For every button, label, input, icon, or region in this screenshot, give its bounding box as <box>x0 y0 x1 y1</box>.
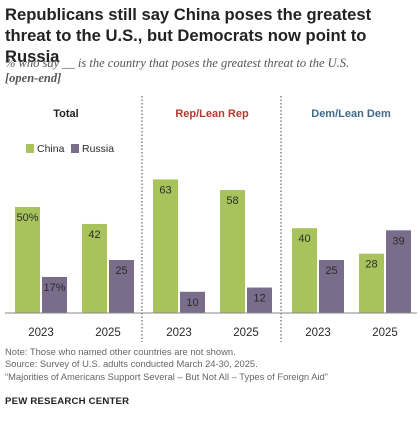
note-line: Note: Those who named other countries ar… <box>5 346 236 357</box>
panel-title: Dem/Lean Dem <box>311 108 391 120</box>
bar-russia <box>247 287 272 313</box>
x-tick-label: 2025 <box>233 327 259 339</box>
legend-swatch-russia <box>71 144 79 153</box>
bar-china <box>15 207 40 313</box>
report-title-line: “Majorities of Americans Support Several… <box>5 370 328 382</box>
notes-block: Note: Those who named other countries ar… <box>5 346 417 383</box>
legend-swatch-china <box>26 144 34 153</box>
bar-russia <box>109 260 134 313</box>
legend-label-russia: Russia <box>82 143 114 155</box>
chart-title: Republicans still say China poses the gr… <box>5 5 372 66</box>
chart-subtitle: % who say __ is the country that poses t… <box>5 56 417 86</box>
bar-russia <box>319 260 344 313</box>
bar-china <box>359 253 384 313</box>
subtitle-note: [open-end] <box>5 71 62 85</box>
panel-title: Total <box>53 108 78 120</box>
bar-china <box>82 223 107 313</box>
bar-china <box>292 228 317 313</box>
data-label: 28 <box>365 259 377 271</box>
bar-russia <box>180 291 205 313</box>
subtitle-text: % who say __ is the country that poses t… <box>5 56 350 70</box>
bar-russia <box>386 230 411 313</box>
data-label: 25 <box>115 265 127 277</box>
data-label: 50% <box>16 212 38 224</box>
bar-chart: Total 50% 17% 2023 42 25 2025 Rep/Lean Rep 63 10 2… <box>5 96 417 342</box>
x-tick-label: 2025 <box>372 327 398 339</box>
source-org: PEW RESEARCH CENTER <box>5 396 130 407</box>
x-tick-label: 2023 <box>28 327 54 339</box>
data-label: 40 <box>298 233 310 245</box>
bar-russia <box>42 276 67 313</box>
bar-china <box>220 190 245 313</box>
panel-title: Rep/Lean Rep <box>175 108 249 120</box>
bar-china <box>153 179 178 313</box>
legend-label-china: China <box>37 143 65 155</box>
data-label: 25 <box>325 265 337 277</box>
data-label: 58 <box>226 195 238 207</box>
data-label: 12 <box>253 293 265 305</box>
x-tick-label: 2023 <box>166 327 192 339</box>
data-label: 10 <box>186 297 198 309</box>
data-label: 39 <box>392 235 404 247</box>
data-label: 63 <box>159 184 171 196</box>
x-tick-label: 2025 <box>95 327 121 339</box>
data-label: 42 <box>88 229 100 241</box>
source-line: Source: Survey of U.S. adults conducted … <box>5 358 258 370</box>
x-tick-label: 2023 <box>305 327 331 339</box>
data-label: 17% <box>43 282 65 294</box>
